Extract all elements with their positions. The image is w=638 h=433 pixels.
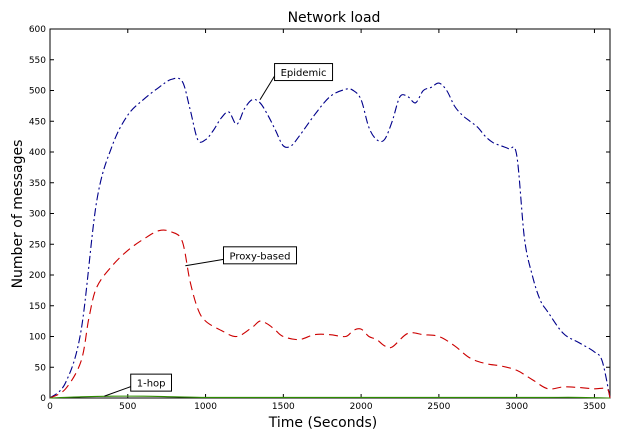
y-tick-label: 600 xyxy=(29,25,46,35)
annotation-box-epidemic xyxy=(274,63,334,82)
annotation-leader-1-hop xyxy=(104,386,131,397)
y-tick-label: 450 xyxy=(29,117,46,127)
y-tick-label: 200 xyxy=(29,271,46,281)
y-tick-label: 550 xyxy=(29,56,46,66)
annotation-1-hop: 1-hop xyxy=(137,379,166,390)
x-tick-label: 1000 xyxy=(194,402,217,412)
plot-frame xyxy=(49,28,611,399)
plot-area: 0 500 1000 1500 2000 2500 3000 3500 0 50 100 150 200… xyxy=(29,25,611,412)
x-tick-label: 500 xyxy=(119,402,136,412)
series-line-epidemic xyxy=(49,77,611,399)
x-tick-label: 2500 xyxy=(427,402,450,412)
y-tick-label: 50 xyxy=(35,363,47,373)
y-tick-label: 0 xyxy=(40,394,46,404)
annotation-box-proxy-based xyxy=(222,246,298,265)
series-line-1-hop xyxy=(49,395,611,399)
x-tick-label: 3500 xyxy=(583,402,606,412)
x-tick-label: 1500 xyxy=(272,402,295,412)
x-tick-label: 0 xyxy=(47,402,53,412)
y-tick-label: 250 xyxy=(29,240,46,250)
annotation-leader-proxy-based xyxy=(185,258,224,267)
series-line-proxy-based xyxy=(49,229,611,399)
y-tick-label: 150 xyxy=(29,302,46,312)
y-tick-label: 300 xyxy=(29,210,46,220)
chart-title: Network load xyxy=(288,10,381,26)
x-tick-label: 2000 xyxy=(350,402,373,412)
x-axis-label: Time (Seconds) xyxy=(268,415,377,431)
annotation-box-1-hop xyxy=(130,373,173,392)
y-tick-label: 500 xyxy=(29,87,46,97)
y-tick-label: 350 xyxy=(29,179,46,189)
annotation-proxy-based: Proxy-based xyxy=(229,251,290,262)
y-tick-label: 100 xyxy=(29,333,46,343)
annotation-leader-epidemic xyxy=(259,75,275,100)
x-tick-label: 3000 xyxy=(505,402,528,412)
y-axis-label: Number of messages xyxy=(10,140,26,289)
annotation-epidemic: Epidemic xyxy=(281,68,327,79)
y-tick-label: 400 xyxy=(29,148,46,158)
